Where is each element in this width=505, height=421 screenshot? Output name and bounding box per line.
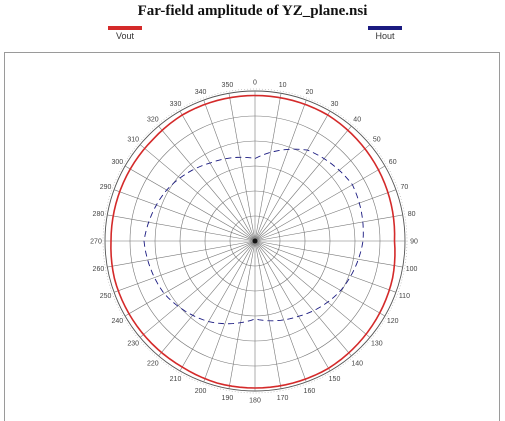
angle-tick-label: 230 <box>127 341 139 348</box>
grid-spoke <box>254 125 352 242</box>
grid-spoke <box>139 144 256 242</box>
angle-tick-label: 0 <box>253 80 257 87</box>
grid-spoke <box>254 240 371 338</box>
angle-tick-label: 240 <box>111 318 123 325</box>
grid-spoke <box>113 189 256 242</box>
grid-spoke <box>203 240 256 383</box>
angle-tick-label: 340 <box>195 89 207 96</box>
grid-spoke <box>228 93 256 242</box>
angle-tick-label: 180 <box>249 398 261 405</box>
grid-spoke <box>124 240 256 317</box>
angle-tick-label: 330 <box>170 101 182 108</box>
legend-item-hout: Hout <box>350 26 420 41</box>
angle-tick-label: 210 <box>170 376 182 383</box>
grid-spoke <box>158 125 256 242</box>
angle-tick-label: 120 <box>387 318 399 325</box>
center-marker <box>252 238 258 244</box>
legend-swatch-hout <box>368 26 402 30</box>
grid-spoke <box>179 240 256 372</box>
angle-tick-label: 20 <box>306 89 314 96</box>
angle-tick-label: 160 <box>304 388 316 395</box>
grid-spoke <box>254 240 397 293</box>
angle-tick-label: 190 <box>222 395 234 402</box>
angle-tick-label: 30 <box>331 101 339 108</box>
grid-spoke <box>113 240 256 293</box>
angle-tick-label: 60 <box>389 159 397 166</box>
angle-tick-label: 260 <box>93 266 105 273</box>
angle-tick-label: 310 <box>127 136 139 143</box>
grid-spoke <box>203 99 256 242</box>
grid-spoke <box>254 240 403 268</box>
angle-tick-label: 100 <box>406 266 418 273</box>
grid-spoke <box>254 110 331 242</box>
grid-spoke <box>179 110 256 242</box>
legend-swatch-vout <box>108 26 142 30</box>
grid-spoke <box>254 93 282 242</box>
angle-tick-label: 110 <box>399 293 410 300</box>
grid-spoke <box>124 165 256 242</box>
angle-tick-label: 350 <box>222 82 234 89</box>
series-line-hout <box>143 148 364 325</box>
grid-spoke <box>254 240 352 357</box>
grid-spoke <box>254 240 386 317</box>
angle-tick-label: 300 <box>111 159 123 166</box>
angle-tick-label: 50 <box>373 136 381 143</box>
grid-spoke <box>254 240 282 389</box>
grid-spoke <box>139 240 256 338</box>
angle-tick-label: 280 <box>93 211 105 218</box>
grid-spoke <box>254 240 307 383</box>
grid-spoke <box>107 240 256 268</box>
angle-tick-label: 10 <box>279 82 287 89</box>
grid-spoke <box>254 214 403 242</box>
grid-spoke <box>107 214 256 242</box>
grid-spoke <box>158 240 256 357</box>
grid-spoke <box>254 99 307 242</box>
angle-tick-label: 90 <box>410 239 418 246</box>
angle-tick-label: 80 <box>408 211 416 218</box>
grid-spoke <box>254 240 331 372</box>
angle-tick-label: 200 <box>195 388 207 395</box>
angle-tick-label: 40 <box>353 117 361 124</box>
series-line-vout <box>110 94 396 389</box>
grid-spoke <box>228 240 256 389</box>
angle-tick-label: 320 <box>147 117 159 124</box>
grid-ring-outer <box>102 88 408 394</box>
angle-tick-label: 170 <box>277 395 289 402</box>
angle-tick-label: 140 <box>351 360 363 367</box>
grid-spoke <box>254 189 397 242</box>
angle-tick-label: 130 <box>371 341 383 348</box>
angle-tick-label: 220 <box>147 360 159 367</box>
angle-tick-label: 290 <box>100 184 112 191</box>
angle-tick-label: 250 <box>100 293 112 300</box>
legend-label-vout: Vout <box>115 31 135 41</box>
angle-tick-label: 70 <box>401 184 409 191</box>
chart-title: Far-field amplitude of YZ_plane.nsi <box>137 3 368 19</box>
legend-item-vout: Vout <box>90 26 160 41</box>
angle-tick-label: 270 <box>90 239 102 246</box>
angle-tick-label: 150 <box>329 376 341 383</box>
plot-area <box>4 52 500 421</box>
grid-spoke <box>254 144 371 242</box>
grid-spoke <box>254 165 386 242</box>
legend-label-hout: Hout <box>375 31 395 41</box>
